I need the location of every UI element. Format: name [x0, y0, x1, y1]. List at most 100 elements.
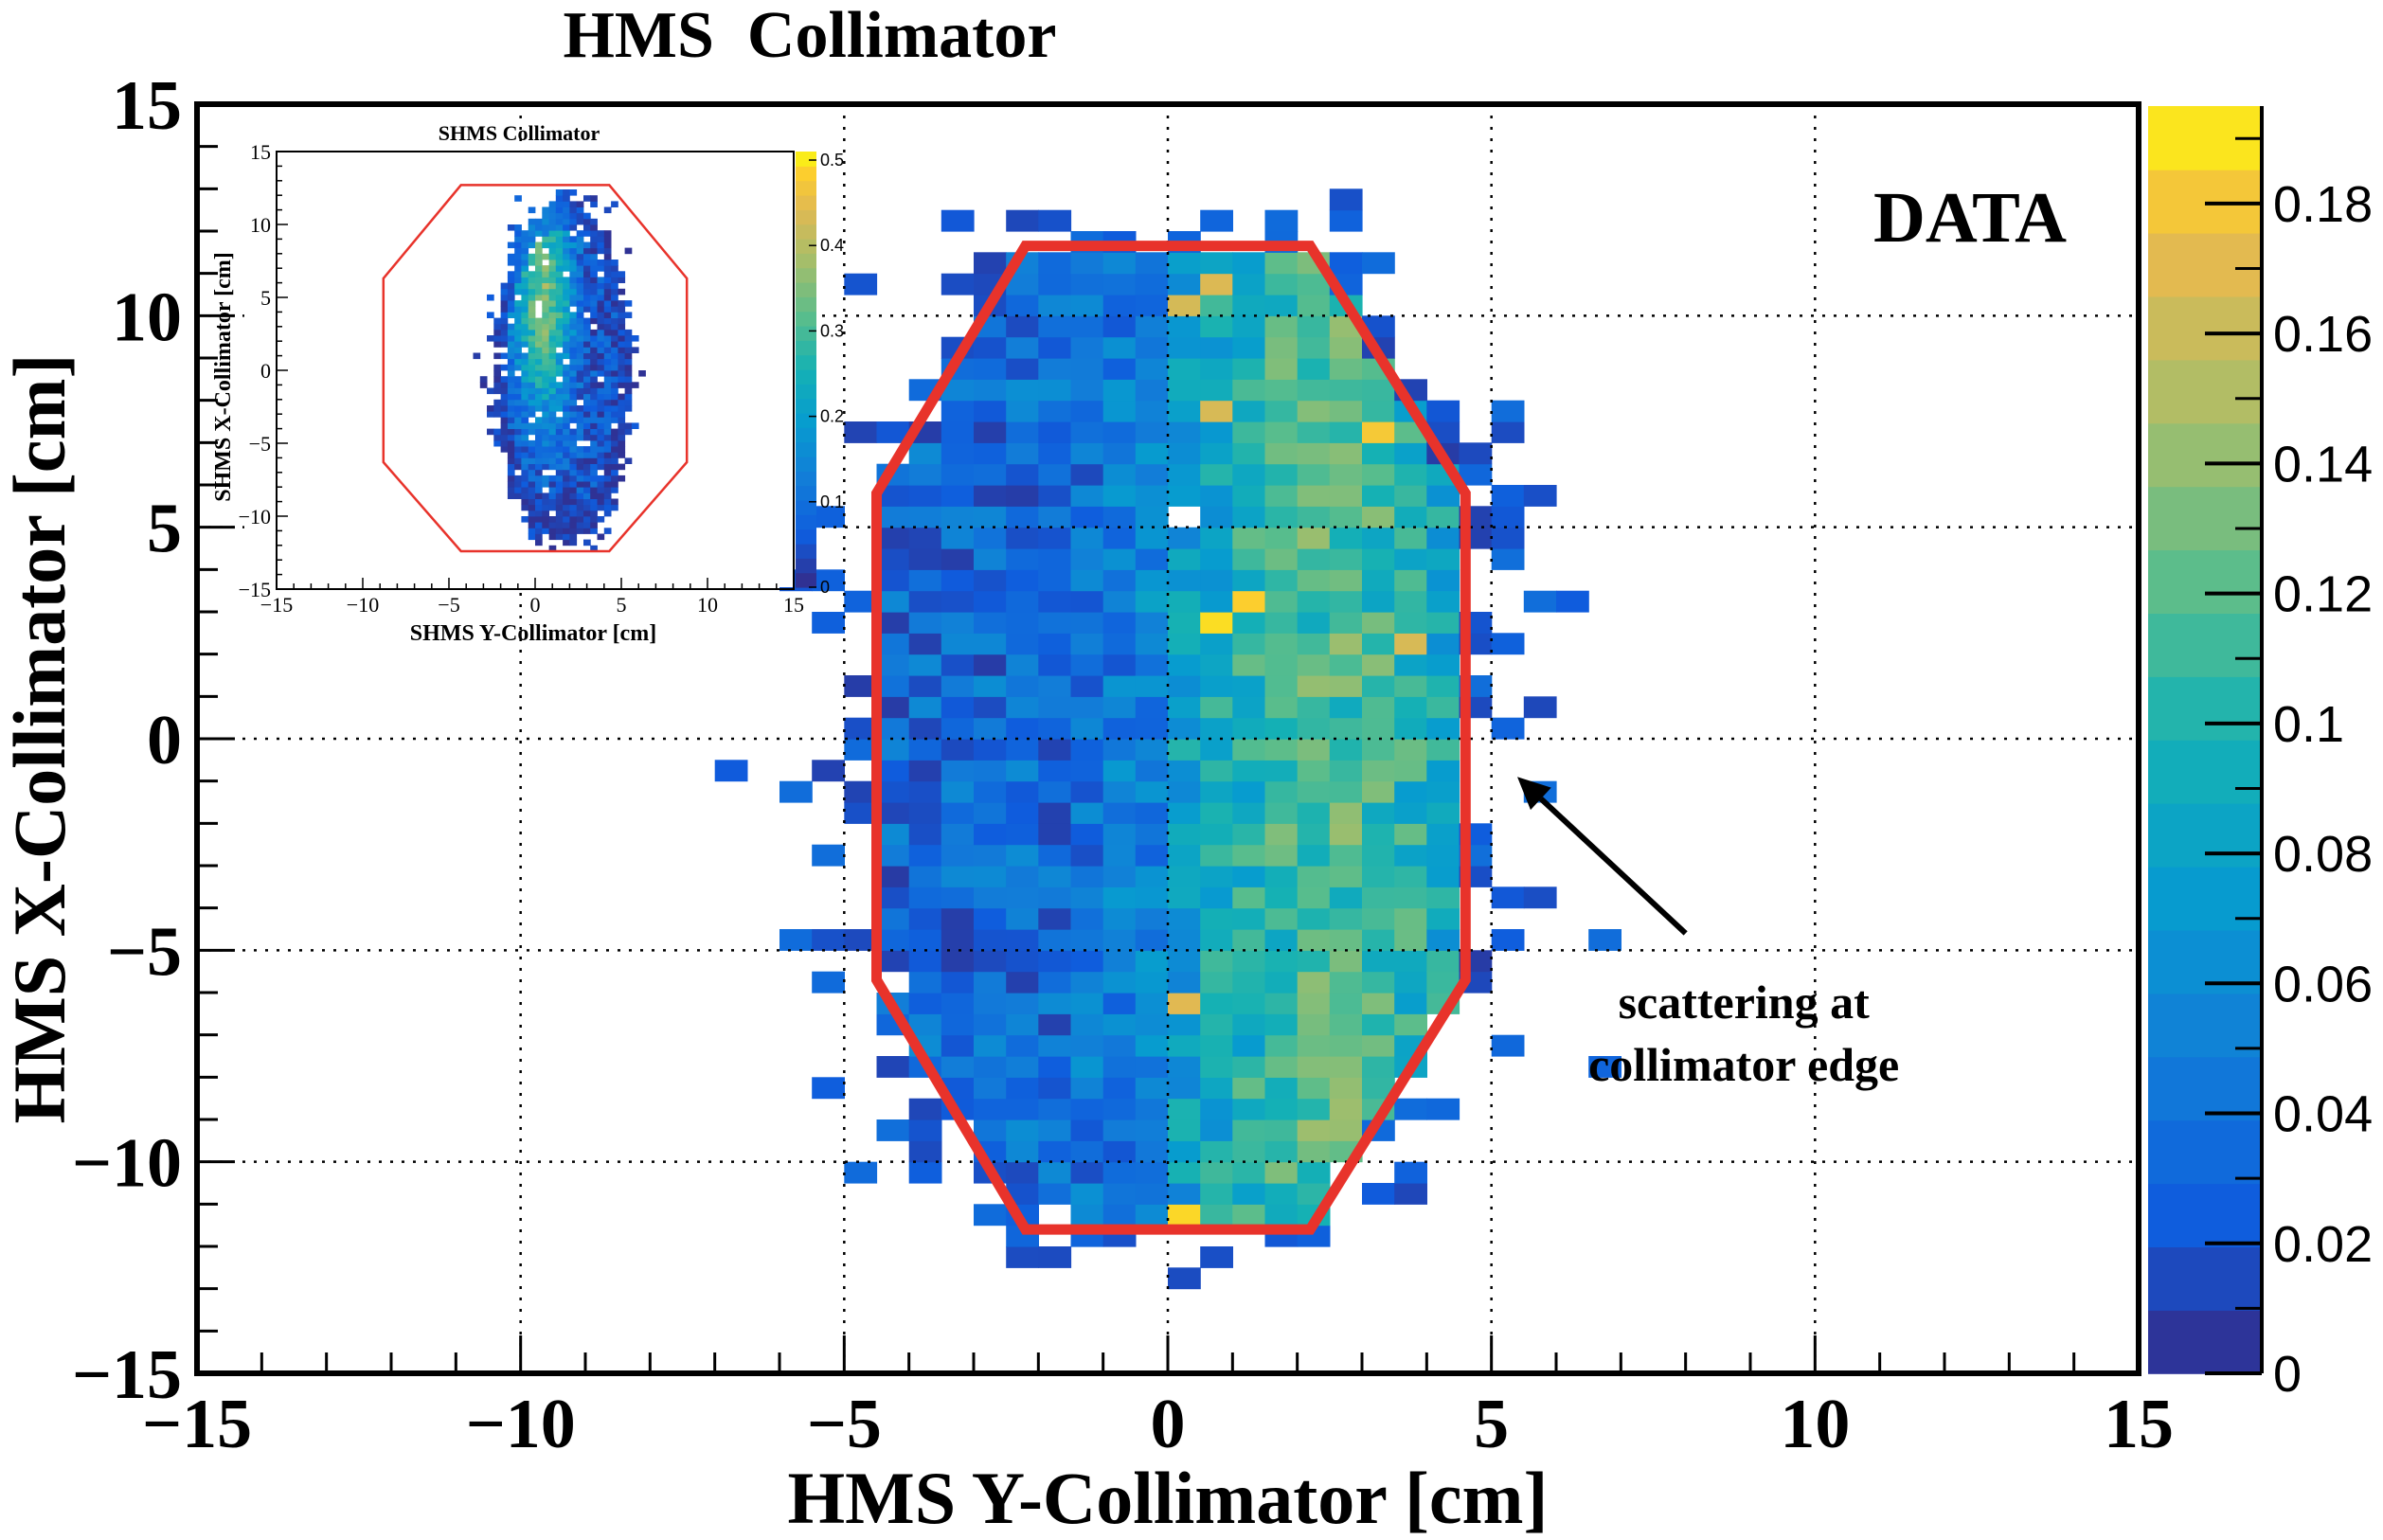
main-heatmap-cell [941, 1056, 975, 1078]
main-heatmap-cell [1200, 421, 1233, 443]
inset-heatmap-cell [473, 352, 481, 360]
main-colorbar-tick-label: 0.12 [2273, 566, 2373, 623]
main-heatmap-cell [1006, 336, 1039, 359]
main-heatmap-cell [1200, 760, 1233, 782]
inset-heatmap-cell [597, 452, 605, 458]
inset-heatmap-cell [603, 487, 612, 493]
main-heatmap-cell [876, 1119, 910, 1141]
inset-heatmap-cell [514, 347, 522, 353]
main-heatmap-cell [1232, 633, 1266, 655]
inset-heatmap-cell [521, 329, 529, 336]
main-heatmap-cell [1232, 907, 1266, 930]
main-heatmap-cell [1297, 1140, 1331, 1163]
inset-heatmap-cell [576, 469, 584, 476]
inset-heatmap-cell [569, 358, 578, 366]
main-heatmap-cell [1297, 569, 1331, 592]
main-heatmap-cell [1070, 1161, 1104, 1184]
main-heatmap-cell [1135, 1077, 1169, 1100]
main-heatmap-cell [1394, 1161, 1427, 1184]
main-heatmap-cell [974, 1056, 1007, 1078]
inset-heatmap-cell [548, 382, 557, 388]
main-heatmap-cell [1200, 1077, 1233, 1100]
main-heatmap-cell [974, 823, 1007, 846]
inset-heatmap-cell [569, 265, 578, 272]
inset-heatmap-cell [603, 452, 612, 458]
main-colorbar-segment [2148, 1246, 2262, 1311]
main-heatmap-cell [1070, 358, 1104, 380]
inset-heatmap-cell [548, 218, 557, 225]
inset-heatmap-cell [548, 271, 557, 278]
main-heatmap-cell [1232, 950, 1266, 973]
main-heatmap-cell [1135, 950, 1169, 973]
main-heatmap-cell [974, 844, 1007, 867]
inset-heatmap-cell [555, 387, 564, 395]
inset-heatmap-cell [548, 230, 557, 237]
main-heatmap-cell [1200, 1140, 1233, 1163]
main-heatmap-cell [876, 633, 910, 655]
main-heatmap-cell [1038, 844, 1072, 867]
main-heatmap-cell [1264, 993, 1299, 1014]
inset-heatmap-cell [548, 399, 557, 406]
main-heatmap-cell [908, 590, 942, 613]
inset-colorbar-segment [796, 166, 816, 182]
main-heatmap-cell [812, 612, 845, 634]
inset-heatmap-cell [555, 358, 564, 366]
main-heatmap-cell [1232, 696, 1266, 719]
main-heatmap-cell [1297, 527, 1331, 549]
inset-colorbar-segment [796, 528, 816, 545]
main-heatmap-cell [1102, 273, 1137, 295]
inset-heatmap-cell [528, 335, 536, 342]
inset-heatmap-cell [535, 335, 543, 342]
main-heatmap-cell [1200, 1204, 1233, 1227]
inset-heatmap-cell [542, 317, 549, 325]
main-heatmap-cell [1426, 527, 1460, 549]
inset-heatmap-cell [611, 260, 618, 266]
inset-heatmap-cell [535, 387, 543, 395]
inset-heatmap-cell [576, 457, 584, 464]
main-heatmap-cell [844, 421, 878, 443]
main-heatmap-cell [812, 569, 845, 592]
main-heatmap-cell [1232, 315, 1266, 338]
inset-heatmap-cell [479, 376, 488, 383]
main-colorbar-tick-label: 0.1 [2273, 696, 2344, 753]
inset-heatmap-cell [487, 294, 494, 301]
main-heatmap-cell [974, 929, 1007, 951]
inset-heatmap-cell [597, 335, 605, 342]
inset-heatmap-cell [542, 399, 549, 406]
inset-heatmap-cell [569, 364, 578, 371]
main-heatmap-cell [1297, 929, 1331, 951]
main-heatmap-cell [1006, 1119, 1039, 1141]
inset-heatmap-cell [618, 300, 626, 307]
inset-heatmap-cell [542, 230, 549, 237]
main-heatmap-cell [1232, 654, 1266, 676]
inset-heatmap-cell [507, 393, 515, 401]
main-heatmap-cell [908, 971, 942, 994]
inset-heatmap-cell [563, 422, 570, 429]
inset-heatmap-cell [576, 288, 584, 295]
inset-heatmap-cell [528, 393, 536, 401]
main-heatmap-cell [876, 929, 910, 951]
inset-colorbar-segment [796, 239, 816, 254]
inset-heatmap-cell [569, 242, 578, 249]
main-heatmap-cell [1135, 1119, 1169, 1141]
main-y-tick-label: −10 [72, 1125, 182, 1203]
main-heatmap-cell [1232, 612, 1266, 634]
inset-heatmap-cell [507, 417, 515, 423]
main-heatmap-cell [812, 1077, 845, 1100]
inset-heatmap-cell [583, 230, 591, 237]
main-heatmap-cell [876, 612, 910, 634]
main-heatmap-cell [1362, 886, 1395, 909]
inset-heatmap-cell [563, 504, 570, 511]
inset-heatmap-cell [563, 528, 570, 534]
inset-heatmap-cell [563, 352, 570, 360]
inset-heatmap-cell [618, 358, 626, 366]
inset-heatmap-cell [514, 277, 522, 283]
inset-heatmap-cell [507, 352, 515, 360]
inset-heatmap-cell [576, 335, 584, 342]
main-heatmap-cell [1362, 675, 1395, 697]
main-heatmap-cell [1006, 506, 1039, 528]
inset-heatmap-cell [548, 533, 557, 541]
main-heatmap-cell [1070, 823, 1104, 846]
main-heatmap-cell [1006, 802, 1039, 824]
main-colorbar-tick-label: 0.08 [2273, 826, 2373, 883]
